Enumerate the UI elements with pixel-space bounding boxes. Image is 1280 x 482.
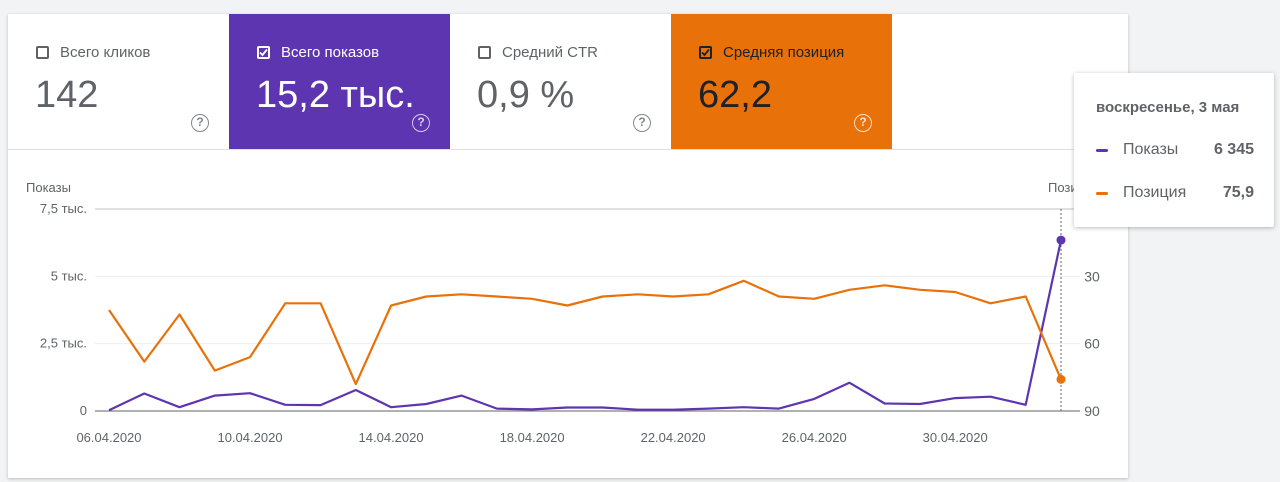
tooltip-series-name: Позиция	[1123, 184, 1187, 201]
tile-value: 142	[35, 74, 99, 116]
left-tick-label: 2,5 тыс.	[40, 336, 87, 351]
x-tick-label: 26.04.2020	[782, 430, 847, 445]
left-tick-label: 7,5 тыс.	[40, 201, 87, 216]
tile-label: Всего кликов	[60, 44, 151, 61]
tile-value: 62,2	[698, 74, 772, 116]
help-icon[interactable]: ?	[412, 114, 430, 132]
tile-label: Всего показов	[281, 44, 380, 61]
tile-label: Средний CTR	[502, 44, 598, 61]
series-line-impressions	[108, 239, 1063, 412]
help-icon[interactable]: ?	[633, 114, 651, 132]
x-tick-label: 06.04.2020	[76, 430, 141, 445]
tile-value: 15,2 тыс.	[256, 74, 415, 116]
x-tick-label: 22.04.2020	[641, 430, 706, 445]
left-tick-label: 5 тыс.	[51, 268, 87, 283]
checkbox-checked-icon[interactable]	[257, 46, 270, 59]
x-tick-label: 14.04.2020	[359, 430, 424, 445]
tooltip-row-position: Позиция 75,9	[1096, 184, 1266, 204]
metric-tiles: Всего кликов 142 ? Всего показов 15,2 ты…	[8, 14, 892, 149]
series-swatch	[1096, 149, 1108, 152]
series-line-position	[108, 279, 1063, 386]
x-tick-label: 10.04.2020	[217, 430, 282, 445]
tile-total-clicks[interactable]: Всего кликов 142 ?	[8, 14, 229, 149]
left-axis-title: Показы	[26, 180, 71, 195]
right-tick-label: 30	[1084, 268, 1100, 284]
tile-average-ctr[interactable]: Средний CTR 0,9 % ?	[450, 14, 671, 149]
checkbox-checked-icon[interactable]	[699, 46, 712, 59]
tile-value: 0,9 %	[477, 74, 575, 116]
checkbox-icon[interactable]	[36, 46, 49, 59]
chart-tooltip: воскресенье, 3 мая Показы 6 345 Позиция …	[1074, 73, 1274, 227]
divider	[8, 149, 1128, 150]
highlight-point-position	[1056, 374, 1066, 384]
left-tick-label: 0	[80, 403, 87, 418]
checkbox-icon[interactable]	[478, 46, 491, 59]
highlight-point-impressions	[1056, 235, 1066, 245]
tooltip-date: воскресенье, 3 мая	[1096, 99, 1240, 116]
performance-card: Всего кликов 142 ? Всего показов 15,2 ты…	[8, 14, 1128, 478]
tooltip-series-value: 6 345	[1213, 141, 1254, 158]
right-tick-label: 60	[1084, 336, 1100, 352]
series-swatch	[1096, 192, 1108, 195]
tooltip-row-impressions: Показы 6 345	[1096, 141, 1266, 161]
tooltip-series-name: Показы	[1123, 141, 1179, 158]
help-icon[interactable]: ?	[854, 114, 872, 132]
tile-total-impressions[interactable]: Всего показов 15,2 тыс. ?	[229, 14, 450, 149]
tooltip-series-value: 75,9	[1222, 184, 1254, 201]
tile-label: Средняя позиция	[723, 44, 845, 61]
x-tick-label: 18.04.2020	[500, 430, 565, 445]
help-icon[interactable]: ?	[191, 114, 209, 132]
x-tick-label: 30.04.2020	[923, 430, 988, 445]
right-tick-label: 90	[1084, 403, 1100, 419]
tile-average-position[interactable]: Средняя позиция 62,2 ?	[671, 14, 892, 149]
